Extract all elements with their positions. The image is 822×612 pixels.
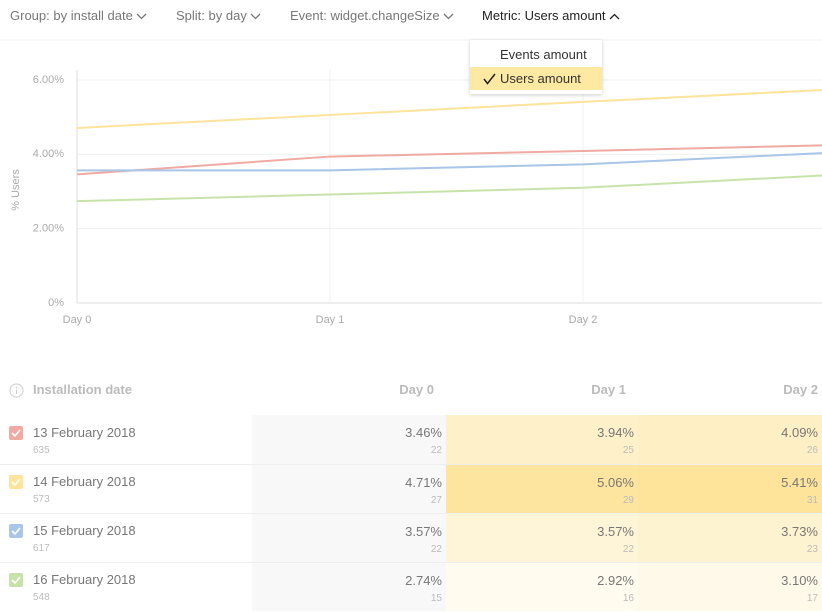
- cell-count: 26: [806, 445, 818, 456]
- x-tick-label: Day 2: [569, 314, 598, 326]
- cell-percent: 5.06%: [597, 475, 634, 490]
- cell-percent: 3.57%: [597, 524, 634, 539]
- table-cell: 2.92% 16: [446, 563, 638, 611]
- y-tick-label: 6.00%: [33, 74, 64, 86]
- x-tick-label: Day 1: [316, 314, 345, 326]
- series-line: [76, 88, 822, 129]
- cell-count: 15: [430, 593, 442, 604]
- cell-count: 22: [430, 544, 442, 555]
- series-line: [76, 144, 822, 176]
- header-day: Day 0: [399, 382, 434, 397]
- header-day: Day 1: [591, 382, 626, 397]
- table-cell: 3.46% 22: [252, 415, 446, 464]
- row-date: 14 February 2018: [33, 474, 136, 489]
- x-tick-label: Day 0: [63, 314, 92, 326]
- cell-count: 31: [806, 495, 818, 506]
- check-mark: [11, 576, 21, 585]
- header-date: Installation date: [33, 382, 132, 397]
- y-axis-label: % Users: [10, 169, 22, 211]
- table-cell: 2.74% 15: [252, 563, 446, 611]
- cell-percent: 3.73%: [781, 524, 818, 539]
- row-checkbox[interactable]: [9, 524, 23, 538]
- cell-percent: 4.09%: [781, 425, 818, 440]
- event-select[interactable]: Event: widget.changeSize: [290, 8, 454, 23]
- cell-percent: 3.57%: [405, 524, 442, 539]
- chart: % Users 0% 2.00% 4.00% 6.00% Day 0 Day 1 Day 2: [0, 39, 822, 326]
- cell-count: 22: [430, 445, 442, 456]
- row-checkbox[interactable]: [9, 573, 23, 587]
- group-select[interactable]: Group: by install date: [10, 8, 147, 23]
- label: Metric: Users amount: [482, 8, 606, 23]
- table-cell: 5.06% 29: [446, 465, 638, 513]
- check-mark: [11, 527, 21, 536]
- row-date: 13 February 2018: [33, 425, 136, 440]
- check-mark: [11, 478, 21, 487]
- row-checkbox[interactable]: [9, 426, 23, 440]
- table-cell: 3.94% 25: [446, 415, 638, 464]
- row-count: 617: [33, 543, 50, 554]
- chevron: [136, 13, 147, 20]
- cell-count: 27: [430, 495, 442, 506]
- cell-count: 25: [622, 445, 634, 456]
- row-divider: [0, 562, 822, 563]
- option-selected[interactable]: Users amount: [470, 67, 602, 90]
- check-mark: [11, 429, 21, 438]
- option-label: Events amount: [500, 47, 587, 62]
- header-day: Day 2: [783, 382, 818, 397]
- table-cell: 3.57% 22: [252, 514, 446, 562]
- cell-count: 16: [622, 593, 634, 604]
- row-date: 15 February 2018: [33, 523, 136, 538]
- row-count: 573: [33, 494, 50, 505]
- info-icon: [9, 383, 24, 398]
- y-tick-label: 0%: [48, 297, 64, 309]
- option-label: Users amount: [500, 71, 581, 86]
- cell-percent: 2.74%: [405, 573, 442, 588]
- cell-count: 17: [806, 593, 818, 604]
- row-date: 16 February 2018: [33, 572, 136, 587]
- series-line: [76, 174, 822, 203]
- option[interactable]: Events amount: [470, 43, 602, 66]
- label: Event: widget.changeSize: [290, 8, 440, 23]
- cell-percent: 3.46%: [405, 425, 442, 440]
- y-tick-label: 2.00%: [33, 223, 64, 235]
- row-checkbox[interactable]: [9, 475, 23, 489]
- cell-percent: 2.92%: [597, 573, 634, 588]
- label: Split: by day: [176, 8, 247, 23]
- metric-select[interactable]: Metric: Users amount: [482, 8, 620, 23]
- dropdown: Events amount Users amount: [470, 40, 602, 94]
- cell-count: 29: [622, 495, 634, 506]
- check-icon: [483, 73, 496, 85]
- chevron: [609, 13, 620, 20]
- row-count: 635: [33, 445, 50, 456]
- chevron: [443, 13, 454, 20]
- table-cell: 3.57% 22: [446, 514, 638, 562]
- series-line: [77, 152, 822, 172]
- row-divider: [0, 513, 822, 514]
- table-cell: 4.71% 27: [252, 465, 446, 513]
- table-cell: 3.73% 23: [638, 514, 822, 562]
- cell-count: 22: [622, 544, 634, 555]
- cell-percent: 4.71%: [405, 475, 442, 490]
- cell-percent: 5.41%: [781, 475, 818, 490]
- cell-percent: 3.94%: [597, 425, 634, 440]
- table-cell: 3.10% 17: [638, 563, 822, 611]
- cell-count: 23: [806, 544, 818, 555]
- chevron: [250, 13, 261, 20]
- table-cell: 5.41% 31: [638, 465, 822, 513]
- y-tick-label: 4.00%: [33, 148, 64, 160]
- table-cell: 4.09% 26: [638, 415, 822, 464]
- split-select[interactable]: Split: by day: [176, 8, 261, 23]
- row-divider: [0, 464, 822, 465]
- row-count: 548: [33, 592, 50, 603]
- cell-percent: 3.10%: [781, 573, 818, 588]
- label: Group: by install date: [10, 8, 133, 23]
